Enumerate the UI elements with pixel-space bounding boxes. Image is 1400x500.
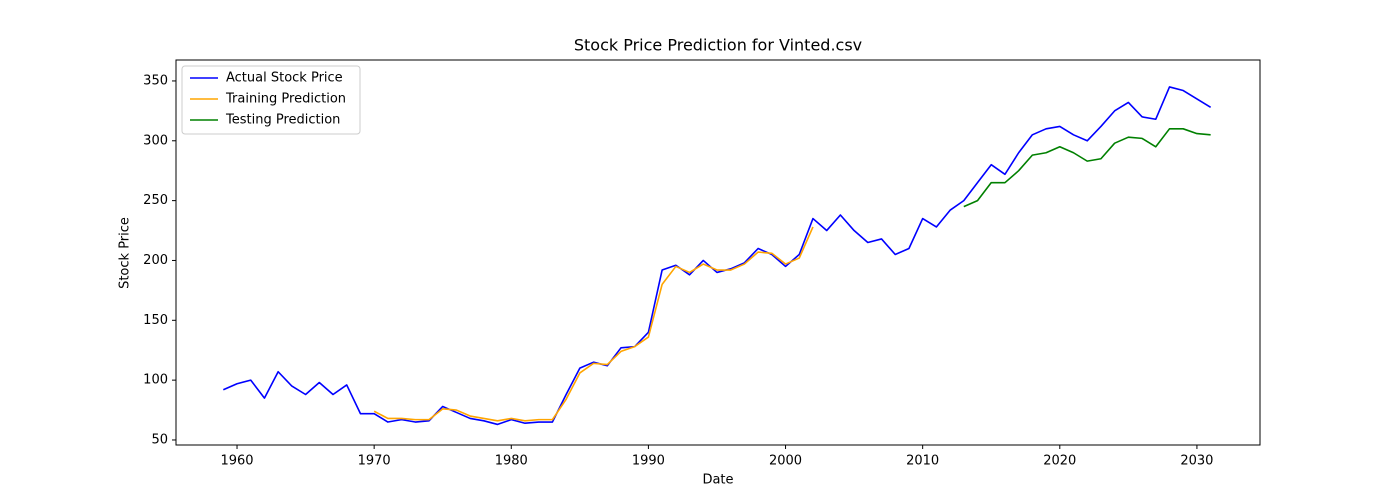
- x-tick-label: 2000: [769, 454, 802, 469]
- x-tick-label: 1980: [495, 454, 528, 469]
- legend-label: Actual Stock Price: [226, 71, 343, 86]
- y-tick-label: 150: [143, 313, 168, 328]
- plot-frame: [175, 59, 1261, 446]
- x-tick-label: 2020: [1043, 454, 1076, 469]
- x-tick-label: 1990: [632, 454, 665, 469]
- y-axis-label: Stock Price: [118, 217, 133, 289]
- y-tick-label: 250: [143, 193, 168, 208]
- legend-label: Training Prediction: [225, 92, 346, 107]
- y-tick-label: 200: [143, 253, 168, 268]
- x-tick-label: 1970: [358, 454, 391, 469]
- y-tick-label: 350: [143, 73, 168, 88]
- line: [222, 86, 1212, 426]
- x-tick-label: 1960: [220, 454, 253, 469]
- legend-label: Testing Prediction: [225, 113, 340, 128]
- y-tick-label: 50: [151, 432, 168, 447]
- x-axis-label: Date: [702, 473, 733, 488]
- line: [373, 226, 814, 422]
- legend-box: [181, 65, 361, 135]
- chart-title: Stock Price Prediction for Vinted.csv: [574, 36, 862, 55]
- y-tick-label: 100: [143, 373, 168, 388]
- x-tick-label: 2010: [906, 454, 939, 469]
- y-tick-label: 300: [143, 133, 168, 148]
- line: [963, 128, 1211, 208]
- x-tick-label: 2030: [1180, 454, 1213, 469]
